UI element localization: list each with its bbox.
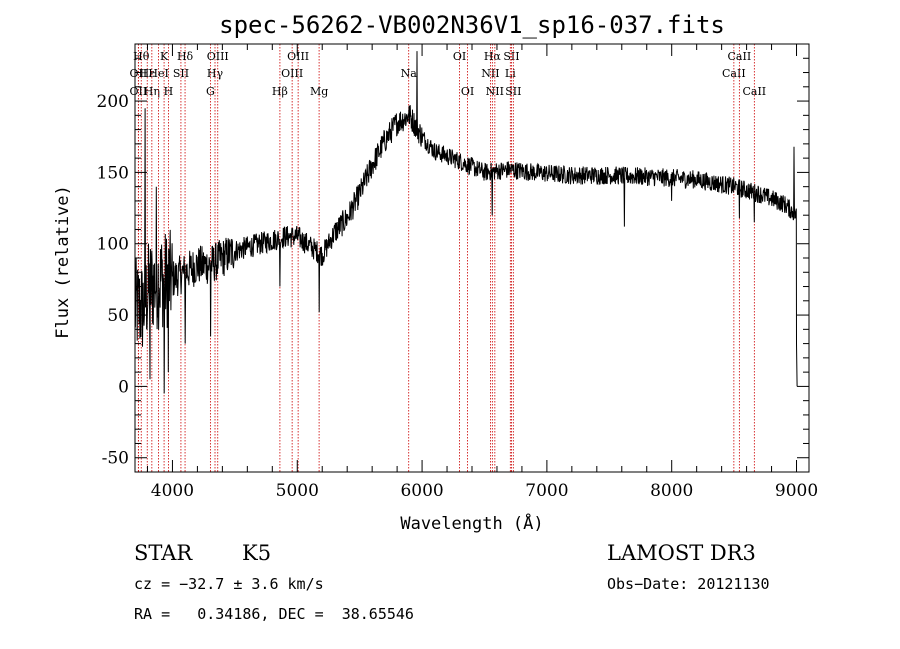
x-tick-label-3: 7000	[525, 481, 568, 501]
spectrum-line	[134, 51, 798, 394]
line-marker-label-10: G	[206, 85, 215, 98]
plot-frame	[134, 43, 810, 473]
y-tick-label-4: 150	[97, 163, 129, 183]
line-marker-label-0: Hθ	[133, 50, 150, 63]
x-tick-label-1: 5000	[276, 481, 319, 501]
line-marker-label-11: Hγ	[207, 67, 224, 80]
line-marker-label-4: Hη	[144, 85, 160, 98]
line-marker-label-3: Hε	[140, 67, 156, 80]
coordinates-text: RA = 0.34186, DEC = 38.65546	[134, 605, 414, 623]
line-marker-label-13: Hβ	[272, 85, 288, 98]
line-marker-label-16: Mg	[310, 85, 328, 98]
survey-name: LAMOST DR3	[607, 541, 756, 565]
line-marker-label-1: OII	[130, 67, 148, 80]
spectrum-line-group	[134, 51, 798, 394]
line-marker-label-24: SII	[503, 50, 519, 63]
line-marker-label-9: Hδ	[177, 50, 194, 63]
line-marker-label-2: OII	[130, 85, 148, 98]
y-tick-label-0: -50	[102, 449, 129, 469]
line-marker-label-8: SII	[173, 67, 189, 80]
line-marker-label-19: OI	[461, 85, 474, 98]
line-marker-label-27: CaII	[728, 50, 752, 63]
x-tick-label-2: 6000	[400, 481, 443, 501]
line-marker-label-28: CaII	[742, 85, 766, 98]
x-tick-label-0: 4000	[151, 481, 194, 501]
x-tick-label-4: 8000	[650, 481, 693, 501]
line-marker-label-15: OIII	[287, 50, 309, 63]
axes: 4000 5000 6000 7000 8000 9000 -50 0 50 100 150 200	[97, 43, 818, 501]
redshift-text: cz = −32.7 ± 3.6 km/s	[134, 575, 324, 593]
line-marker-label-25: SII	[505, 85, 521, 98]
line-marker-label-7: H	[164, 85, 174, 98]
line-marker-label-18: OI	[453, 50, 466, 63]
chart-title: spec-56262-VB002N36V1_sp16-037.fits	[219, 11, 725, 39]
line-marker-label-17: Na	[401, 67, 418, 80]
x-axis-label: Wavelength (Å)	[400, 512, 543, 534]
line-marker-label-12: OIII	[207, 50, 229, 63]
y-tick-label-2: 50	[107, 306, 129, 326]
line-marker-label-20: NII	[481, 67, 499, 80]
line-marker-label-23: Li	[505, 67, 516, 80]
line-marker-label-14: OIII	[281, 67, 303, 80]
y-axis-label: Flux (relative)	[53, 185, 73, 339]
y-tick-label-3: 100	[97, 235, 129, 255]
y-tick-label-5: 200	[97, 92, 129, 112]
line-markers: HθOIIOIIHεHηHeIKHSIIHδGHγOIIIHβOIIIOIIIM…	[130, 44, 766, 472]
line-marker-label-21: Hα	[484, 50, 502, 63]
line-marker-label-5: HeI	[148, 67, 168, 80]
x-tick-label-5: 9000	[775, 481, 818, 501]
y-tick-label-1: 0	[118, 377, 129, 397]
line-marker-label-6: K	[160, 50, 169, 63]
line-marker-label-22: NII	[486, 85, 504, 98]
object-subclass: K5	[242, 541, 271, 565]
obs-date-text: Obs−Date: 20121130	[607, 575, 770, 593]
line-marker-label-26: CaII	[722, 67, 746, 80]
object-class: STAR	[134, 541, 193, 565]
